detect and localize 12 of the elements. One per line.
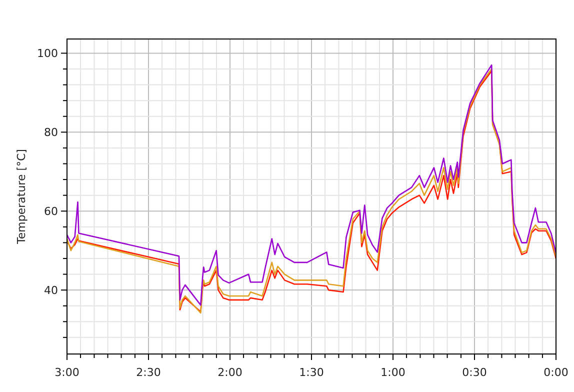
y-tick-label: 100 xyxy=(37,47,58,60)
y-tick-label: 80 xyxy=(44,126,58,140)
x-tick-label: 2:30 xyxy=(136,366,161,379)
x-tick-label: 0:30 xyxy=(462,366,487,379)
x-tick-label: 1:30 xyxy=(299,366,324,379)
x-tick-label: 2:00 xyxy=(218,366,242,379)
x-tick-label: 3:00 xyxy=(54,366,80,379)
y-tick-label: 40 xyxy=(44,284,58,298)
y-tick-label: 60 xyxy=(44,205,58,218)
x-tick-label: 0:00 xyxy=(544,366,568,379)
y-axis-title: Temperature [°C] xyxy=(15,149,28,245)
x-tick-label: 1:00 xyxy=(380,366,406,379)
